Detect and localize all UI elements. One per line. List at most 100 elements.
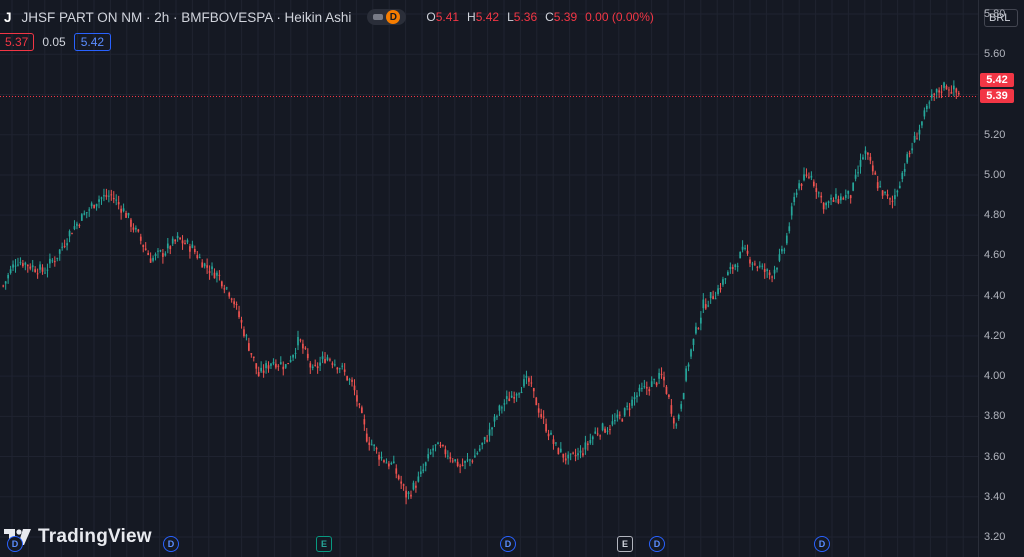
candle-body — [739, 251, 742, 259]
candle-body — [132, 227, 135, 230]
candle-body — [491, 427, 493, 430]
candle-body — [56, 257, 59, 259]
candle-body — [795, 192, 798, 195]
candle-body — [542, 416, 545, 418]
candle-body — [211, 266, 213, 270]
chart-canvas[interactable] — [0, 0, 978, 557]
candle-body — [4, 281, 7, 284]
candle-body — [206, 265, 208, 268]
candle-body — [284, 364, 287, 368]
buy-button[interactable]: 5.42 — [73, 33, 112, 51]
candle-body — [24, 262, 27, 265]
candle-body — [921, 121, 923, 126]
candle-body — [169, 246, 172, 250]
candle-body — [302, 343, 304, 349]
candle-body — [142, 244, 145, 248]
dividend-marker[interactable]: D — [649, 536, 665, 552]
earnings-marker[interactable]: E — [316, 536, 332, 552]
earnings-marker[interactable]: E — [617, 536, 633, 552]
candle-body — [380, 456, 383, 459]
candle-body — [589, 439, 592, 444]
candle-body — [240, 319, 243, 323]
candle-body — [439, 445, 442, 447]
candle-body — [424, 462, 427, 466]
candle-body — [159, 250, 162, 252]
candle-body — [611, 421, 614, 425]
candle-body — [275, 363, 277, 368]
candle-body — [186, 240, 189, 243]
candle-body — [616, 414, 619, 418]
dividend-marker[interactable]: D — [7, 536, 23, 552]
candle-body — [164, 253, 167, 256]
candle-body — [672, 417, 675, 424]
dividend-marker[interactable]: D — [500, 536, 516, 552]
candle-body — [537, 408, 540, 413]
candle-body — [734, 264, 737, 268]
candle-body — [456, 461, 459, 467]
sell-button[interactable]: 5.37 — [0, 33, 35, 51]
candle-body — [314, 364, 317, 366]
candle-body — [95, 203, 98, 207]
candle-body — [832, 200, 835, 202]
dividend-marker[interactable]: D — [163, 536, 179, 552]
price-tick-label: 5.20 — [984, 128, 1006, 141]
candle-body — [68, 231, 71, 237]
candle-body — [257, 372, 260, 377]
candle-body — [599, 435, 601, 437]
candle-body — [66, 243, 68, 246]
candle-body — [891, 200, 894, 202]
candle-body — [827, 201, 830, 203]
candle-body — [761, 265, 764, 267]
candle-body — [852, 182, 855, 191]
candle-body — [758, 265, 761, 267]
candle-body — [365, 433, 368, 442]
candle-body — [790, 206, 793, 216]
ohlc-close: C5.39 — [545, 10, 578, 24]
tradingview-logo[interactable]: TradingView — [4, 526, 152, 548]
candle-body — [179, 237, 181, 240]
candle-body — [505, 396, 508, 399]
chart-area[interactable] — [0, 0, 978, 557]
candle-body — [225, 287, 228, 289]
candle-body — [930, 94, 933, 98]
visibility-toggle[interactable]: D — [367, 9, 407, 25]
candle-body — [749, 259, 751, 264]
price-tick-label: 3.20 — [984, 531, 1006, 543]
candle-body — [820, 195, 823, 198]
candle-body — [658, 372, 660, 379]
candle-body — [51, 260, 54, 262]
candle-body — [29, 266, 32, 269]
candle-body — [429, 452, 432, 454]
candle-body — [785, 235, 788, 244]
currency-button[interactable]: BRL — [984, 9, 1018, 27]
candle-body — [299, 339, 302, 341]
candle-body — [881, 190, 884, 196]
candle-body — [515, 394, 518, 396]
symbol-title[interactable]: JHSF PART ON NM · 2h · BMFBOVESPA · Heik… — [21, 9, 352, 25]
candle-body — [586, 443, 589, 445]
candle-body — [889, 198, 891, 200]
symbol-icon[interactable]: J — [4, 9, 12, 25]
candle-body — [427, 454, 430, 459]
candle-body — [911, 148, 913, 151]
candle-body — [26, 264, 29, 267]
candle-body — [321, 356, 324, 359]
candle-body — [78, 225, 81, 227]
candle-body — [948, 89, 950, 91]
candle-body — [685, 368, 687, 381]
candle-body — [39, 264, 41, 270]
candle-body — [817, 192, 820, 194]
candle-body — [604, 428, 606, 433]
candle-body — [606, 430, 609, 432]
candle-body — [555, 442, 557, 444]
candle-body — [805, 174, 808, 176]
candle-body — [783, 249, 786, 251]
candle-body — [279, 362, 282, 365]
candle-body — [800, 183, 803, 187]
dividend-marker[interactable]: D — [814, 536, 830, 552]
candle-body — [166, 243, 169, 249]
candle-body — [407, 492, 410, 495]
candle-body — [916, 138, 918, 140]
candle-body — [410, 494, 412, 497]
price-tick-label: 4.20 — [984, 329, 1006, 342]
